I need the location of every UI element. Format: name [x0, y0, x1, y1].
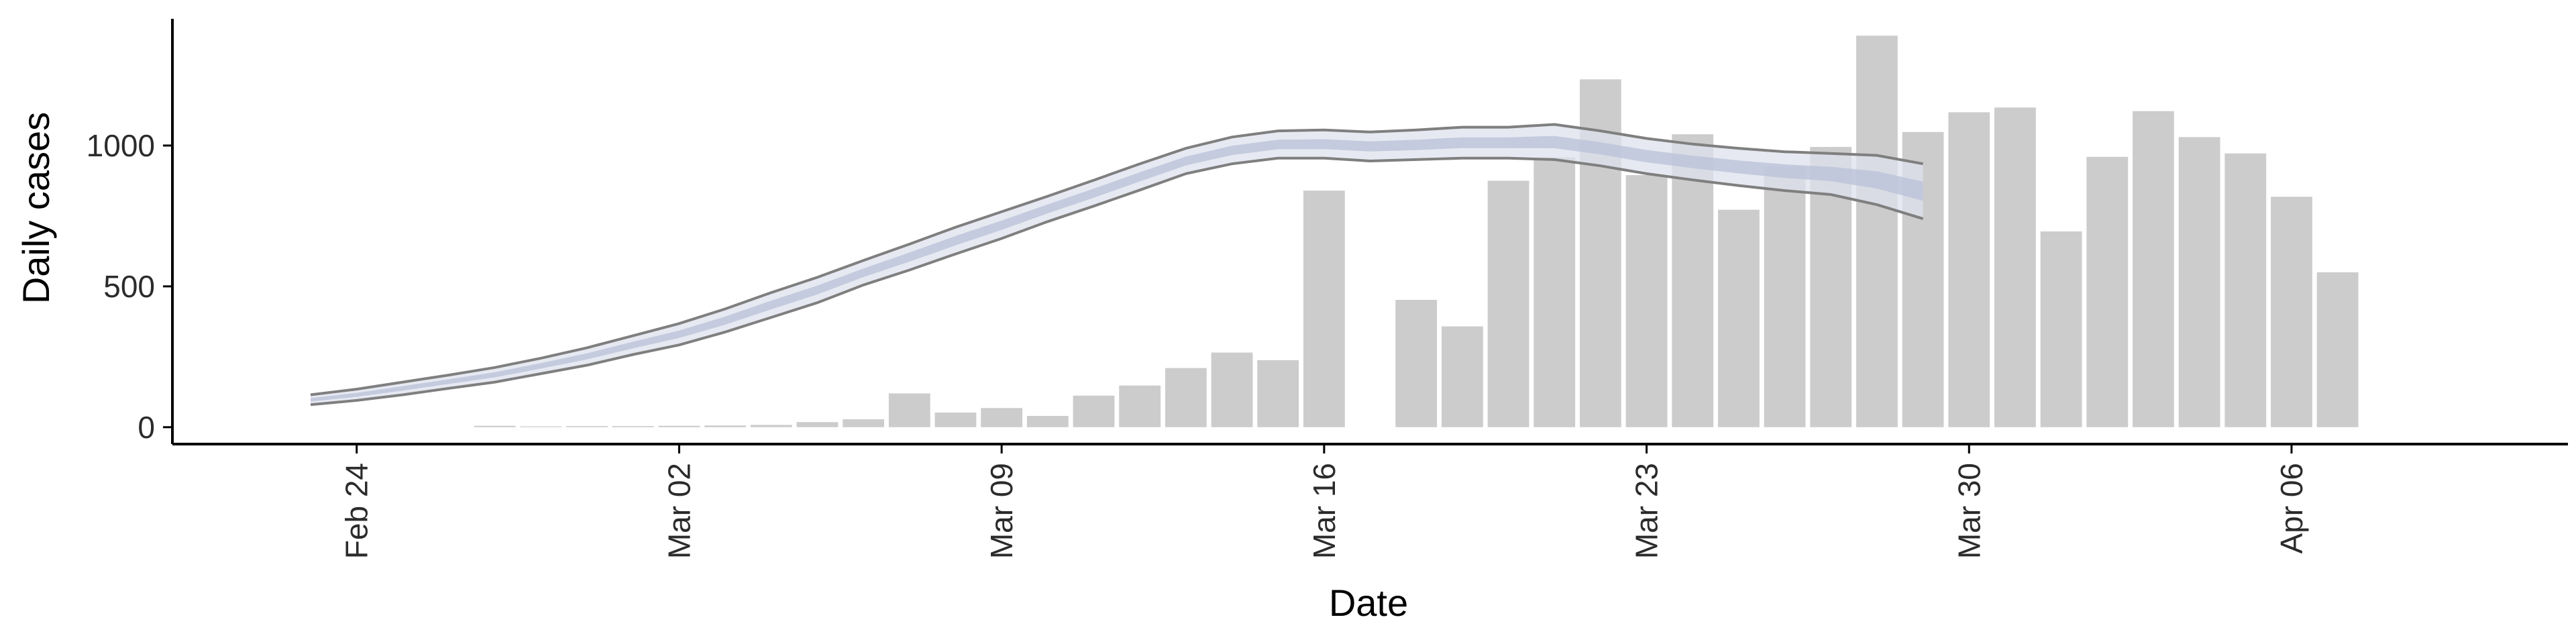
x-tick-label: Mar 16: [1307, 463, 1342, 559]
bar-2020-03-20: [1487, 180, 1529, 427]
bar-2020-03-18: [1395, 300, 1438, 427]
band-inner-area: [311, 136, 1923, 402]
bar-2020-03-30: [1948, 112, 1990, 427]
bar-2020-03-19: [1441, 326, 1483, 427]
x-tick-label: Mar 30: [1951, 463, 1986, 559]
bar-2020-03-03: [704, 425, 746, 427]
bar-2020-02-29: [566, 426, 608, 427]
bar-2020-03-24: [1672, 134, 1714, 427]
band-upper-line: [310, 123, 1923, 396]
bar-2020-04-03: [2133, 111, 2174, 427]
bar-2020-03-21: [1534, 157, 1576, 427]
bar-2020-02-27: [474, 425, 516, 427]
y-tick-label: 0: [138, 410, 155, 445]
x-tick-label: Feb 24: [339, 463, 374, 559]
bar-2020-03-15: [1257, 360, 1299, 427]
bar-2020-03-09: [981, 408, 1023, 427]
bar-2020-04-04: [2178, 137, 2220, 427]
bar-2020-04-05: [2224, 153, 2267, 427]
bar-2020-03-28: [1856, 36, 1898, 427]
bar-2020-03-25: [1717, 209, 1760, 427]
bar-2020-03-02: [658, 425, 700, 427]
bar-2020-03-06: [843, 419, 884, 427]
bar-2020-03-12: [1119, 385, 1161, 427]
bar-2020-03-31: [1994, 107, 2036, 427]
bars: [474, 36, 2359, 427]
y-axis-title: Daily cases: [15, 112, 57, 304]
bar-2020-03-11: [1073, 395, 1115, 427]
x-axis-title: Date: [1329, 582, 1408, 624]
bar-2020-03-08: [934, 412, 977, 427]
bar-2020-04-01: [2040, 231, 2082, 427]
y-tick-label: 1000: [87, 128, 155, 163]
axes: [171, 19, 2568, 445]
bar-2020-03-14: [1211, 352, 1253, 427]
bar-2020-04-06: [2271, 197, 2312, 427]
band-lower-line: [310, 156, 1924, 407]
bar-2020-03-10: [1026, 416, 1069, 427]
bar-2020-03-23: [1625, 175, 1668, 427]
bar-2020-03-04: [750, 425, 792, 427]
bar-2020-04-07: [2316, 272, 2359, 427]
bar-2020-03-26: [1764, 166, 1806, 427]
x-tick-label: Mar 02: [661, 463, 696, 559]
bar-2020-03-13: [1165, 368, 1207, 427]
bar-2020-03-05: [796, 422, 839, 427]
y-ticks: 0 500 1000: [87, 128, 172, 445]
bar-2020-03-07: [888, 393, 930, 427]
y-tick-label: 500: [103, 269, 155, 304]
x-tick-label: Mar 09: [984, 463, 1019, 559]
x-ticks: Feb 24 Mar 02 Mar 09 Mar 16 Mar 23 Mar 30 Apr …: [339, 444, 2309, 559]
bar-2020-03-01: [612, 426, 654, 427]
bar-2020-03-16: [1303, 191, 1345, 427]
x-tick-label: Apr 06: [2274, 463, 2309, 554]
bar-2020-04-02: [2086, 156, 2129, 427]
x-tick-label: Mar 23: [1629, 463, 1664, 559]
projection-band: [310, 123, 1924, 407]
